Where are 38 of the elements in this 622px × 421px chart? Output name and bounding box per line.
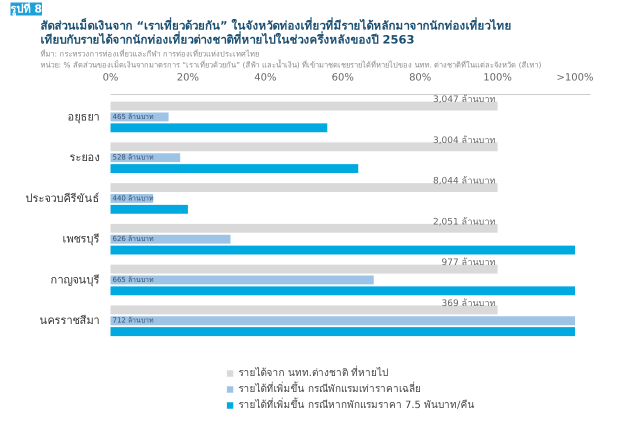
y-tick-label: ระยอง: [70, 151, 100, 164]
bar: [110, 123, 328, 132]
y-tick-label: ประจวบคีรีขันธ์: [26, 192, 100, 205]
bar: [110, 305, 498, 314]
x-tick-label: 0%: [102, 72, 118, 84]
bar: [110, 286, 576, 296]
x-tick-label: 80%: [409, 72, 432, 84]
x-tick-label: 60%: [332, 72, 354, 84]
x-tick-label: 20%: [176, 72, 200, 84]
y-tick-label: กาญจนบุรี: [50, 273, 100, 286]
y-tick-label: นครราชสีมา: [40, 314, 100, 328]
x-tick-label: 100%: [483, 72, 512, 84]
bar: [110, 164, 358, 174]
chart-title: สัดส่วนเม็ดเงินจาก “เราเที่ยวด้วยกัน” ในจังหวัดท่องเที่ยวที่มีรายได้หลักมาจากนักท่องเที่ยวไทย เทียบกับรายได้จากนักท่องเที่ยวต่างชาติที่หายไปในช่วงครึ่งหลังของปี 2563: [40, 16, 512, 46]
x-tick-label: >100%: [556, 72, 594, 84]
bar: [110, 276, 374, 284]
annotation: 8,044 ล้านบาท: [432, 176, 496, 187]
annotation: 369 ล้านบาท: [442, 298, 496, 309]
bar: [110, 204, 188, 214]
bar: [110, 142, 498, 152]
bar: [110, 224, 498, 233]
x-tick-label: 40%: [254, 72, 276, 84]
y-tick-label: อยุธยา: [68, 110, 100, 124]
legend-label: รายได้ที่เพิ่มขึ้น กรณีพักแรมเท่าราคาเฉลี่ย: [238, 381, 421, 396]
bar: [110, 183, 498, 192]
annotation: 2,051 ล้านบาท: [432, 216, 496, 228]
legend-label: รายได้ที่เพิ่มขึ้น กรณีหากพักแรมราคา 7.5 พันบาท/คืน: [238, 397, 474, 412]
bar: [110, 246, 576, 255]
bar: [110, 264, 498, 274]
annotation: 977 ล้านบาท: [442, 257, 496, 268]
annotation: 3,047 ล้านบาท: [432, 94, 496, 106]
y-tick-label: เพชรบุรี: [62, 232, 100, 246]
legend-label: รายได้จาก นทท.ต่างชาติ ที่หายไป: [238, 365, 388, 380]
bar: [110, 102, 498, 111]
bar: [110, 316, 576, 326]
text: รูปที่ 8: [10, 0, 42, 16]
bar: [110, 327, 576, 336]
annotation: 3,004 ล้านบาท: [432, 134, 496, 146]
